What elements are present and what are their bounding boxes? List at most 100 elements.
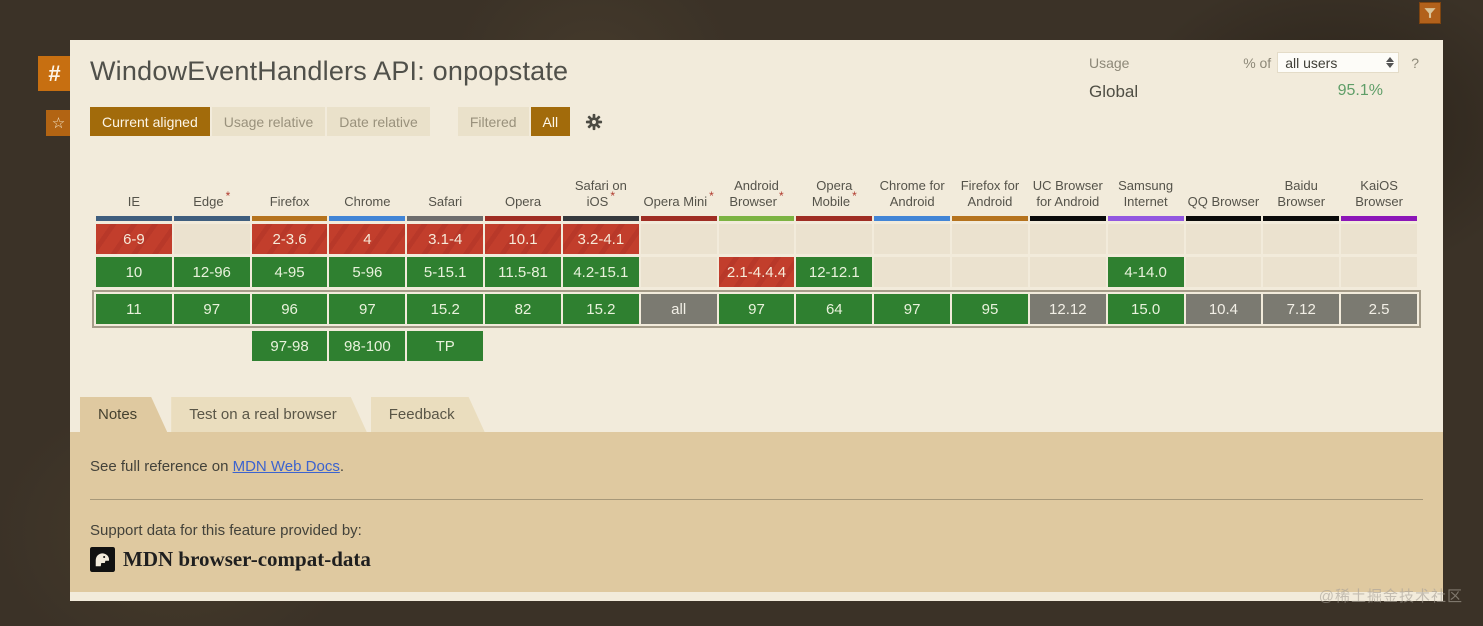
cell-safari-ios-r3-absent xyxy=(563,331,639,361)
cell-opera-r1[interactable]: 11.5-81 xyxy=(485,257,561,287)
brand-strip-opera-mini xyxy=(640,216,717,221)
brand-strip-firefox-android xyxy=(952,216,1028,221)
brand-strip-firefox xyxy=(251,216,328,221)
cell-opera-mobile-r1[interactable]: 12-12.1 xyxy=(796,257,873,287)
filter-button[interactable] xyxy=(1419,2,1441,24)
versions-row-older: 6-9 2-3.6 4 3.1-4 10.1 3.2-4.1 xyxy=(96,224,1417,254)
anchor-link-button[interactable]: # xyxy=(38,56,71,91)
cell-safari-ios-r2[interactable]: 15.2 xyxy=(562,294,639,324)
cell-opera-mobile-r2[interactable]: 64 xyxy=(796,294,873,324)
column-header-edge: Edge * xyxy=(193,189,231,209)
cell-chrome-r2[interactable]: 97 xyxy=(329,294,406,324)
tab-feedback[interactable]: Feedback xyxy=(371,397,485,432)
usage-label: Usage xyxy=(1089,54,1130,71)
cell-opera-r0[interactable]: 10.1 xyxy=(485,224,561,254)
cell-firefox-r2[interactable]: 96 xyxy=(251,294,328,324)
cell-firefox-r0[interactable]: 2-3.6 xyxy=(251,224,328,254)
cell-android-browser-r2[interactable]: 97 xyxy=(718,294,795,324)
cell-android-browser-r0 xyxy=(718,224,795,254)
cell-firefox-android-r1 xyxy=(952,257,1028,287)
favorite-button[interactable]: ☆ xyxy=(46,110,71,136)
cell-chrome-android-r3-absent xyxy=(874,331,950,361)
cell-safari-r0[interactable]: 3.1-4 xyxy=(407,224,484,254)
cell-opera-r3-absent xyxy=(485,331,561,361)
column-header-opera-mobile: Opera Mobile * xyxy=(811,178,857,209)
cell-uc-browser-r1 xyxy=(1029,257,1106,287)
cell-samsung-internet-r2[interactable]: 15.0 xyxy=(1107,294,1184,324)
cell-samsung-internet-r0 xyxy=(1107,224,1184,254)
cell-safari-r2[interactable]: 15.2 xyxy=(407,294,484,324)
cell-chrome-android-r2[interactable]: 97 xyxy=(874,294,951,324)
support-data-text: Support data for this feature provided b… xyxy=(90,522,362,539)
browser-color-strip-row xyxy=(96,216,1417,221)
cell-opera-mini-r2[interactable]: all xyxy=(640,294,717,324)
cell-kaios-browser-r2[interactable]: 2.5 xyxy=(1341,294,1417,324)
provider-row: MDN browser-compat-data xyxy=(90,547,1423,572)
cell-uc-browser-r3-absent xyxy=(1030,331,1106,361)
current-version-row-highlight: 11 97 96 97 15.2 82 15.2 all 97 64 97 95 12.12 15.0 10… xyxy=(92,290,1421,328)
tab-notes[interactable]: Notes xyxy=(80,397,167,432)
filter-toggle-all[interactable]: All xyxy=(530,107,571,136)
cell-safari-r3[interactable]: TP xyxy=(407,331,484,361)
cell-opera-mobile-r3-absent xyxy=(796,331,872,361)
cell-firefox-android-r2[interactable]: 95 xyxy=(952,294,1028,324)
cell-edge-r0 xyxy=(173,224,250,254)
cell-chrome-r3[interactable]: 98-100 xyxy=(329,331,406,361)
notes-divider xyxy=(90,499,1423,500)
cell-chrome-r1[interactable]: 5-96 xyxy=(329,257,406,287)
brand-strip-android-browser xyxy=(718,216,795,221)
column-header-safari: Safari xyxy=(428,193,463,209)
cell-ie-r1[interactable]: 10 xyxy=(96,257,172,287)
column-header-chrome: Chrome xyxy=(344,193,391,209)
mdn-logo-icon xyxy=(90,547,115,572)
cell-ie-r0[interactable]: 6-9 xyxy=(96,224,172,254)
reference-line: See full reference on MDN Web Docs. xyxy=(90,458,345,475)
cell-edge-r2[interactable]: 97 xyxy=(173,294,250,324)
tab-test-real-browser[interactable]: Test on a real browser xyxy=(171,397,367,432)
cell-uc-browser-r2[interactable]: 12.12 xyxy=(1029,294,1106,324)
usage-help-button[interactable]: ? xyxy=(1411,54,1419,71)
versions-row-current: 11 97 96 97 15.2 82 15.2 all 97 64 97 95 12.12 15.0 10… xyxy=(96,294,1417,324)
cell-baidu-browser-r2[interactable]: 7.12 xyxy=(1263,294,1340,324)
feature-panel: WindowEventHandlers API: onpopstate Usag… xyxy=(70,40,1443,601)
cell-samsung-internet-r1[interactable]: 4-14.0 xyxy=(1107,257,1184,287)
cell-firefox-android-r0 xyxy=(952,224,1028,254)
cell-safari-ios-r0[interactable]: 3.2-4.1 xyxy=(562,224,639,254)
mdn-web-docs-link[interactable]: MDN Web Docs xyxy=(232,458,340,475)
cell-chrome-android-r0 xyxy=(874,224,951,254)
versions-row-future: 97-98 98-100 TP xyxy=(96,331,1417,361)
cell-safari-r1[interactable]: 5-15.1 xyxy=(407,257,484,287)
cell-samsung-internet-r3-absent xyxy=(1108,331,1184,361)
cell-opera-mini-r0 xyxy=(640,224,717,254)
cell-ie-r3-absent xyxy=(96,331,172,361)
select-spinner-icon xyxy=(1386,57,1395,68)
cell-qq-browser-r2[interactable]: 10.4 xyxy=(1185,294,1262,324)
brand-strip-samsung-internet xyxy=(1107,216,1184,221)
column-header-opera: Opera xyxy=(504,193,542,209)
cell-safari-ios-r1[interactable]: 4.2-15.1 xyxy=(562,257,639,287)
cell-opera-r2[interactable]: 82 xyxy=(485,294,561,324)
view-button-date-relative[interactable]: Date relative xyxy=(327,107,430,136)
usage-source-select[interactable]: all users xyxy=(1277,52,1400,73)
cell-firefox-r1[interactable]: 4-95 xyxy=(251,257,328,287)
cell-kaios-browser-r0 xyxy=(1341,224,1417,254)
cell-android-browser-r3-absent xyxy=(719,331,795,361)
column-header-uc-browser: UC Browser for Android xyxy=(1032,178,1103,209)
cell-android-browser-r1[interactable]: 2.1-4.4.4 xyxy=(718,257,795,287)
cell-firefox-r3[interactable]: 97-98 xyxy=(251,331,328,361)
brand-strip-opera xyxy=(485,216,561,221)
cell-chrome-r0[interactable]: 4 xyxy=(329,224,406,254)
brand-strip-edge xyxy=(173,216,250,221)
cell-qq-browser-r3-absent xyxy=(1186,331,1262,361)
cell-edge-r1[interactable]: 12-96 xyxy=(173,257,250,287)
cell-uc-browser-r0 xyxy=(1029,224,1106,254)
cell-ie-r2[interactable]: 11 xyxy=(96,294,172,324)
settings-gear-icon[interactable] xyxy=(585,113,603,131)
view-button-current-aligned[interactable]: Current aligned xyxy=(90,107,210,136)
asterisk-note-opera-mini: * xyxy=(709,189,714,204)
usage-select-value: all users xyxy=(1285,54,1338,71)
cell-opera-mini-r1 xyxy=(640,257,717,287)
view-button-usage-relative[interactable]: Usage relative xyxy=(211,107,326,136)
filter-toggle-filtered[interactable]: Filtered xyxy=(457,107,529,136)
asterisk-note-safari-ios: * xyxy=(610,189,616,204)
